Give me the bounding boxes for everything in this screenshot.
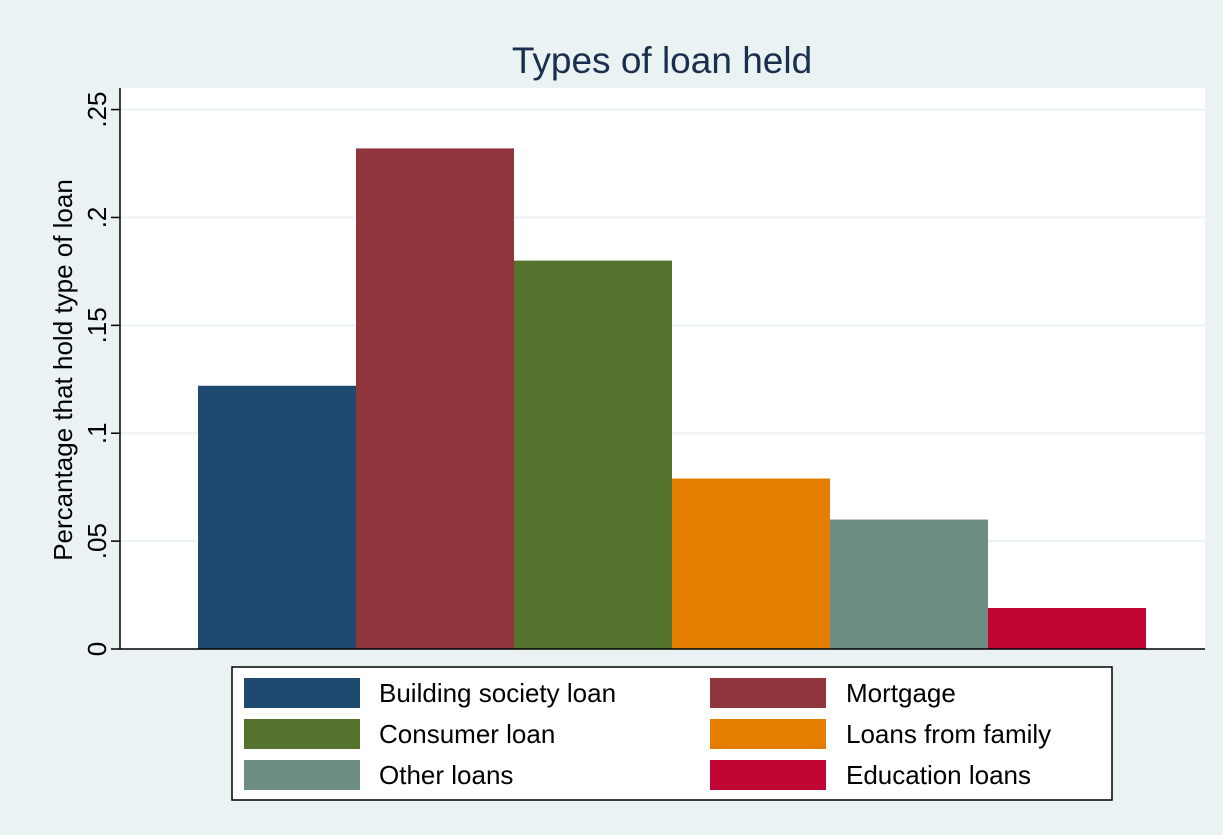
bar-other-loans [830,519,988,649]
legend: Building society loan Mortgage Consumer lo… [231,666,1113,801]
bar-loans-from-family [672,478,830,649]
legend-swatch [710,760,826,790]
legend-swatch [244,678,360,708]
y-tick-label: .25 [82,91,112,127]
legend-swatch [710,678,826,708]
legend-label: Other loans [379,760,513,790]
legend-label: Loans from family [846,719,1051,749]
legend-swatch [244,719,360,749]
y-tick-label: 0 [82,642,112,656]
legend-label: Education loans [846,760,1031,790]
chart-title: Types of loan held [512,40,812,81]
y-axis-label: Percantage that hold type of loan [48,179,78,561]
legend-label: Consumer loan [379,719,555,749]
y-tick-label: .2 [82,207,112,229]
y-tick-label: .1 [82,422,112,444]
y-axis-ticks: 0 .05 .1 .15 .2 .25 [82,91,120,656]
legend-label: Mortgage [846,678,956,708]
legend-box [231,666,1113,801]
legend-label: Building society loan [379,678,616,708]
y-tick-label: .05 [82,523,112,559]
legend-swatch [244,760,360,790]
bars [198,148,1146,649]
y-tick-label: .15 [82,307,112,343]
bar-building-society-loan [198,385,356,649]
bar-mortgage [356,148,514,649]
bar-consumer-loan [514,260,672,649]
bar-education-loans [988,608,1146,649]
legend-swatch [710,719,826,749]
